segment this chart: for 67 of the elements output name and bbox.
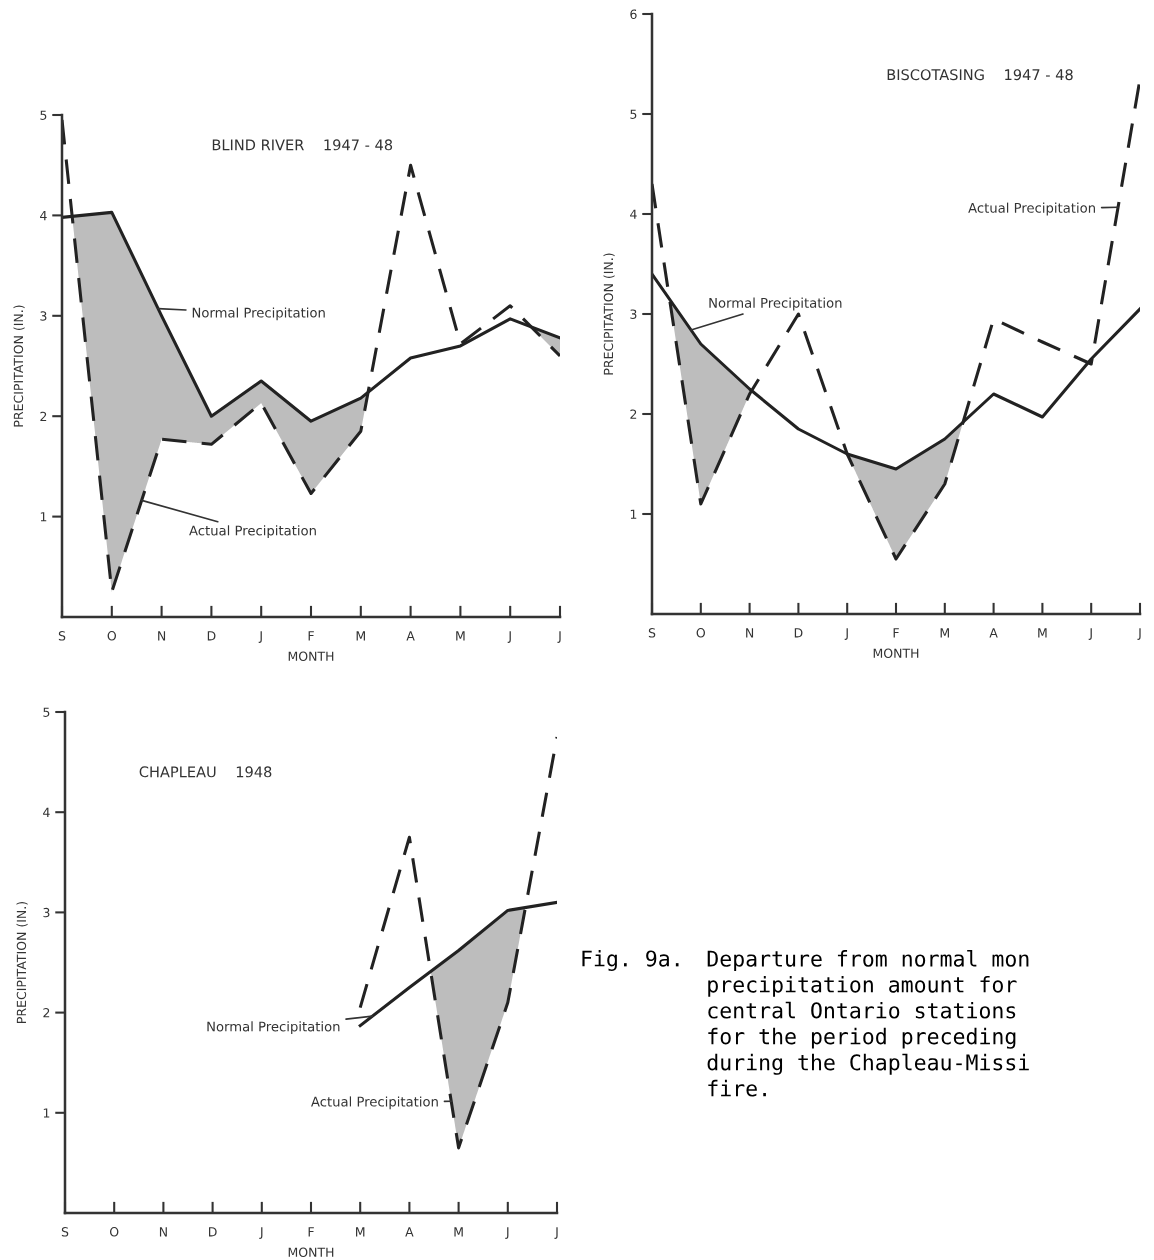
text: Actual Precipitation [189,525,316,539]
y-tick-label: 2 [43,1008,50,1018]
series-label: Normal Precipitation [207,1021,340,1035]
x-tick-label: N [746,628,754,638]
x-tick-label: F [308,1227,314,1237]
y-tick-label: 4 [43,807,50,817]
y-tick-label: 1 [40,512,47,522]
series-label: Actual Precipitation [311,1096,438,1110]
x-axis-title: MONTH [288,1247,334,1257]
x-tick-label: O [107,631,117,641]
y-tick-label: 5 [630,109,637,119]
y-tick-label: 5 [43,707,50,717]
x-tick-label: J [1137,628,1141,640]
y-tick-label: 5 [40,110,47,120]
x-tick-label: M [454,1227,463,1237]
y-tick-label: 2 [40,411,47,421]
x-tick-label: M [456,631,465,641]
text: Departure from normal mon precipitation amount for central Ontario stations for the period preceding during the Chapleau-Missi fire. [707,950,1029,1097]
x-tick-label: D [794,628,803,638]
x-tick-label: J [554,1227,558,1239]
x-tick-label: O [696,628,706,638]
x-tick-label: A [989,628,998,638]
x-tick-label: J [1088,628,1092,640]
x-tick-label: J [505,1227,509,1239]
y-tick-label: 6 [630,9,637,19]
x-tick-label: A [406,631,415,641]
caption: Fig. 9a. [582,950,679,971]
x-tick-label: M [356,631,365,641]
x-tick-label: N [158,631,166,641]
x-tick-label: A [405,1227,414,1237]
y-tick-label: 1 [43,1108,50,1118]
x-axis-title: MONTH [288,651,334,661]
series-label: Actual Precipitation [968,202,1095,216]
y-tick-label: 4 [630,209,637,219]
y-axis-title: PRECIPITATION (IN.) [16,901,28,1023]
x-tick-label: M [356,1227,365,1237]
x-tick-label: F [308,631,314,641]
x-tick-label: J [259,1227,263,1239]
y-tick-label: 2 [630,409,637,419]
y-tick-label: 3 [40,311,47,321]
x-tick-label: J [557,631,561,643]
y-axis-title: PRECIPITATION (IN.) [13,305,25,427]
text: CHAPLEAU 1948 [139,766,272,778]
y-tick-label: 3 [630,309,637,319]
series-label: Normal Precipitation [192,307,325,321]
y-axis-title: PRECIPITATION (IN.) [603,253,615,375]
x-tick-label: N [159,1227,167,1237]
x-tick-label: D [207,631,216,641]
y-tick-label: 1 [630,509,637,519]
x-tick-label: S [61,1227,69,1237]
x-tick-label: M [940,628,949,638]
y-tick-label: 4 [40,211,47,221]
x-tick-label: J [258,631,262,643]
x-tick-label: J [507,631,511,643]
y-tick-label: 3 [43,907,50,918]
text: BLIND RIVER 1947 - 48 [212,139,393,151]
line-series [358,735,557,1150]
x-tick-label: O [109,1227,119,1237]
x-axis-title: MONTH [873,648,919,658]
x-tick-label: J [844,628,848,640]
x-tick-label: F [893,628,899,638]
text: BISCOTASING 1947 - 48 [887,69,1073,81]
series-label: Normal Precipitation [709,297,842,311]
x-tick-label: M [1038,628,1047,638]
x-tick-label: D [209,1227,217,1237]
x-tick-label: S [58,631,66,641]
x-tick-label: S [648,628,656,638]
